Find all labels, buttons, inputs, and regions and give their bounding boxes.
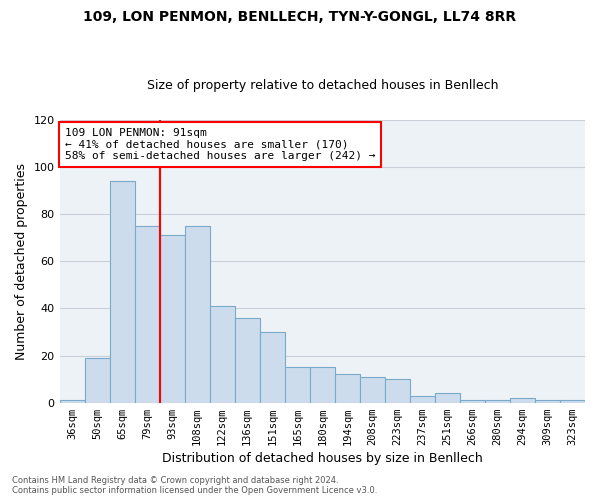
Y-axis label: Number of detached properties: Number of detached properties [15,162,28,360]
Text: 109 LON PENMON: 91sqm
← 41% of detached houses are smaller (170)
58% of semi-det: 109 LON PENMON: 91sqm ← 41% of detached … [65,128,375,161]
Bar [235,318,260,402]
Bar [310,368,335,402]
Bar [435,394,460,402]
Bar [134,226,160,402]
Bar [285,368,310,402]
Bar [410,396,435,402]
Bar [460,400,485,402]
Bar [160,235,185,402]
Bar [560,400,585,402]
Bar [185,226,209,402]
Bar [209,306,235,402]
Bar [535,400,560,402]
Text: 109, LON PENMON, BENLLECH, TYN-Y-GONGL, LL74 8RR: 109, LON PENMON, BENLLECH, TYN-Y-GONGL, … [83,10,517,24]
Text: Contains HM Land Registry data © Crown copyright and database right 2024.
Contai: Contains HM Land Registry data © Crown c… [12,476,377,495]
Bar [110,181,134,402]
Bar [260,332,285,402]
X-axis label: Distribution of detached houses by size in Benllech: Distribution of detached houses by size … [162,452,482,465]
Bar [360,376,385,402]
Bar [85,358,110,403]
Bar [485,400,510,402]
Bar [510,398,535,402]
Bar [335,374,360,402]
Title: Size of property relative to detached houses in Benllech: Size of property relative to detached ho… [146,79,498,92]
Bar [385,379,410,402]
Bar [59,400,85,402]
